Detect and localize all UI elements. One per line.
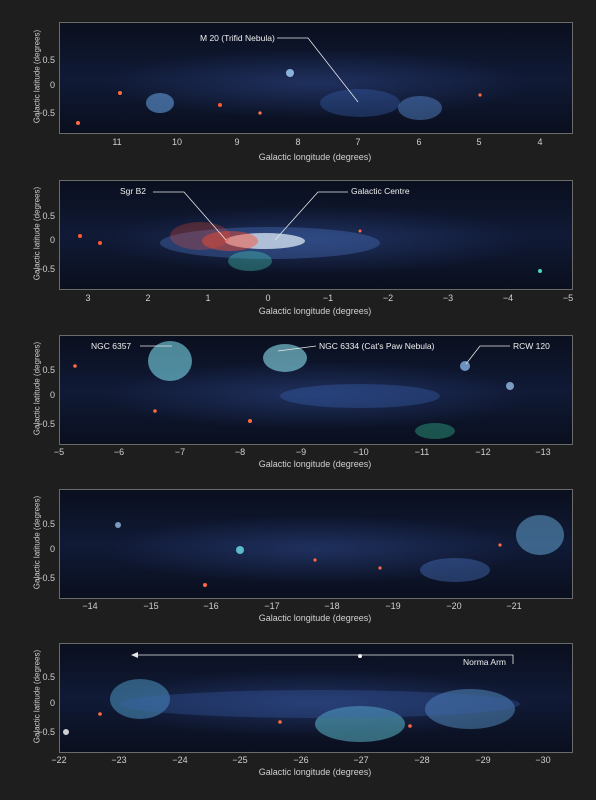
x-tick: −24 [172,755,188,765]
x-tick: −5 [562,293,574,303]
x-tick: 1 [205,293,211,303]
x-tick: −22 [51,755,67,765]
x-tick: −10 [353,447,369,457]
x-tick: −13 [535,447,551,457]
x-tick: −25 [232,755,248,765]
x-tick: −26 [293,755,309,765]
x-tick: −12 [475,447,491,457]
sky-strip-3 [59,335,573,445]
x-tick: −18 [324,601,340,611]
x-tick: −2 [382,293,394,303]
x-tick: −15 [143,601,159,611]
x-tick: 0 [265,293,271,303]
y-tick-1-c: −0.5 [37,108,55,118]
y-tick-3-a: 0.5 [42,365,55,375]
sky-strip-1 [59,22,573,134]
y-tick-4-b: 0 [49,544,55,554]
x-tick: 2 [145,293,151,303]
annotation-ngc6357: NGC 6357 [91,341,132,351]
x-tick: −8 [234,447,246,457]
x-tick: −9 [295,447,307,457]
x-tick: −17 [264,601,280,611]
x-axis-label-1: Galactic longitude (degrees) [258,152,372,162]
annotation-sgrb2: Sgr B2 [120,186,146,196]
x-tick: 10 [171,137,182,147]
annotation-rcw120: RCW 120 [513,341,550,351]
x-tick: −21 [506,601,522,611]
annotation-galactic-centre: Galactic Centre [351,186,410,196]
x-tick: 11 [112,137,122,147]
x-tick: −19 [385,601,401,611]
y-axis-label-2: Galactic latitude (degrees) [32,186,42,281]
x-tick: −28 [414,755,430,765]
sky-strip-2 [59,180,573,290]
sky-strip-4 [59,489,573,599]
y-tick-4-a: 0.5 [42,519,55,529]
y-tick-1-a: 0.5 [42,55,55,65]
x-tick: −30 [535,755,551,765]
annotation-norma-arm: Norma Arm [463,657,506,667]
y-axis-label-4: Galactic latitude (degrees) [32,495,42,590]
y-tick-5-a: 0.5 [42,672,55,682]
x-tick: −16 [203,601,219,611]
x-tick: −14 [82,601,98,611]
x-tick: −11 [414,447,430,457]
y-tick-4-c: −0.5 [37,573,55,583]
x-tick: −7 [174,447,186,457]
x-tick: −5 [53,447,65,457]
x-tick: 7 [355,137,361,147]
x-tick: 6 [416,137,422,147]
x-tick: 5 [476,137,482,147]
x-tick: 8 [295,137,301,147]
y-tick-3-b: 0 [49,390,55,400]
x-tick: −4 [502,293,514,303]
annotation-ngc6334: NGC 6334 (Cat's Paw Nebula) [319,341,435,351]
y-axis-label-3: Galactic latitude (degrees) [32,341,42,436]
x-axis-label-4: Galactic longitude (degrees) [258,613,372,623]
y-tick-2-b: 0 [49,235,55,245]
x-axis-label-3: Galactic longitude (degrees) [258,459,372,469]
x-tick: −23 [111,755,127,765]
x-tick: −20 [446,601,462,611]
y-tick-2-a: 0.5 [42,211,55,221]
x-axis-label-2: Galactic longitude (degrees) [258,306,372,316]
x-tick: −29 [475,755,491,765]
y-tick-2-c: −0.5 [37,264,55,274]
x-tick: −27 [353,755,369,765]
y-tick-3-c: −0.5 [37,419,55,429]
x-tick: −6 [113,447,125,457]
y-tick-5-c: −0.5 [37,727,55,737]
annotation-m20: M 20 (Trifid Nebula) [200,33,275,43]
x-tick: 9 [234,137,240,147]
x-tick: −3 [442,293,454,303]
x-tick: 3 [85,293,91,303]
y-tick-1-b: 0 [49,80,55,90]
y-axis-label-5: Galactic latitude (degrees) [32,649,42,744]
x-tick: −1 [322,293,334,303]
x-tick: 4 [537,137,543,147]
y-axis-label-1: Galactic latitude (degrees) [32,29,42,124]
x-axis-label-5: Galactic longitude (degrees) [258,767,372,777]
y-tick-5-b: 0 [49,698,55,708]
